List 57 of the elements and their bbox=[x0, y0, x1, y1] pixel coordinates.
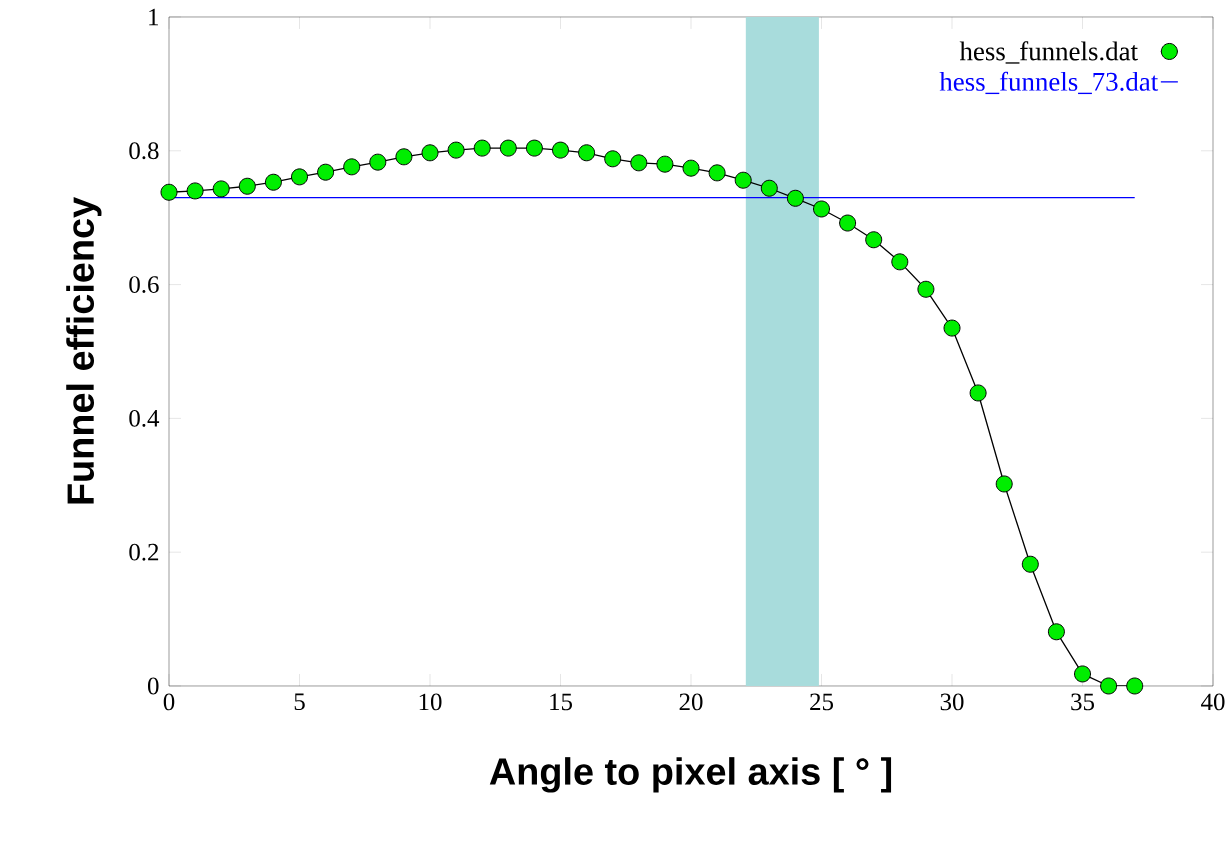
point bbox=[1074, 665, 1092, 683]
point bbox=[552, 141, 570, 159]
point bbox=[786, 189, 804, 207]
x-tick-label: 10 bbox=[419, 693, 442, 711]
point bbox=[760, 179, 778, 197]
point bbox=[238, 177, 256, 195]
point bbox=[734, 171, 752, 189]
point bbox=[943, 319, 961, 337]
y-tick-label: 0 bbox=[147, 677, 159, 695]
point bbox=[865, 231, 883, 249]
point bbox=[917, 280, 935, 298]
point bbox=[891, 253, 909, 271]
point bbox=[1021, 555, 1039, 573]
y-tick-label: 0.8 bbox=[129, 142, 159, 160]
point bbox=[682, 159, 700, 177]
x-tick-label: 40 bbox=[1201, 693, 1225, 711]
point bbox=[1126, 677, 1144, 695]
point bbox=[317, 163, 335, 181]
point bbox=[839, 214, 857, 232]
x-tick-label: 35 bbox=[1071, 693, 1094, 711]
point bbox=[160, 183, 178, 201]
point bbox=[343, 158, 361, 176]
point bbox=[447, 141, 465, 159]
point bbox=[969, 384, 987, 402]
point bbox=[995, 475, 1013, 493]
y-axis-title: Funnel efficiency bbox=[66, 197, 102, 504]
point bbox=[473, 139, 491, 157]
point bbox=[264, 173, 282, 191]
x-tick-label: 30 bbox=[940, 693, 964, 711]
y-tick-label: 0.4 bbox=[129, 409, 160, 427]
point bbox=[630, 154, 648, 172]
point bbox=[291, 168, 309, 186]
x-tick-label: 20 bbox=[679, 693, 703, 711]
x-axis-title: Angle to pixel axis [ ° ] bbox=[489, 757, 892, 793]
y-tick-label: 0.2 bbox=[129, 543, 159, 561]
point bbox=[395, 148, 413, 166]
point bbox=[708, 164, 726, 182]
point bbox=[656, 155, 674, 173]
point bbox=[212, 180, 230, 198]
legend-label: hess_funnels_73.dat bbox=[939, 71, 1159, 95]
x-tick-label: 25 bbox=[810, 693, 833, 711]
point bbox=[813, 200, 831, 218]
point bbox=[421, 144, 439, 162]
x-tick-label: 15 bbox=[550, 693, 572, 711]
point bbox=[1100, 677, 1118, 695]
y-tick-label: 1 bbox=[149, 8, 158, 26]
y-tick-label: 0.6 bbox=[129, 276, 159, 294]
point bbox=[369, 153, 387, 171]
point bbox=[499, 139, 517, 157]
x-tick-label: 5 bbox=[294, 693, 305, 711]
point bbox=[604, 150, 622, 168]
legend-label: hess_funnels.dat bbox=[959, 41, 1138, 64]
point bbox=[525, 139, 543, 157]
x-tick-label: 0 bbox=[163, 693, 175, 711]
point bbox=[186, 182, 204, 200]
point bbox=[1047, 623, 1065, 641]
point bbox=[578, 144, 596, 162]
